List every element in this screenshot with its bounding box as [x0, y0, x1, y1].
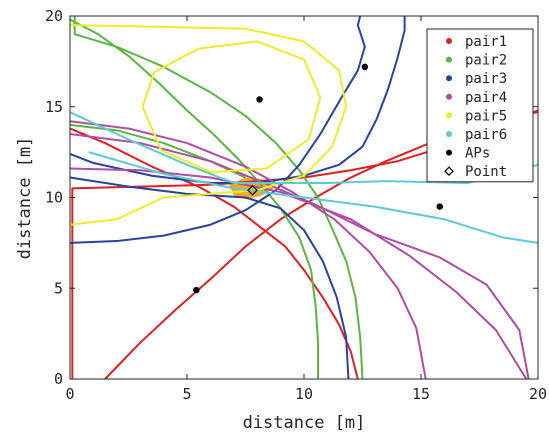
series-pair6-curve-2	[88, 151, 539, 244]
x-tick-label: 0	[65, 385, 74, 403]
y-tick-label: 0	[54, 370, 63, 388]
x-tick-label: 10	[295, 385, 313, 403]
legend-box	[426, 28, 534, 183]
markers	[193, 63, 443, 294]
axis-ticks: 0 5 10 15 20 0 5 10 15 20	[45, 7, 547, 403]
y-axis-label: distance [m]	[15, 137, 35, 260]
legend-marker-Point	[444, 166, 454, 177]
series-pair6-curve-1	[69, 111, 539, 184]
legend: pair1 pair2 pair3 pair4 pair5 pair6 APs Point	[426, 28, 534, 183]
legend-marker-APs	[446, 149, 452, 156]
x-tick-label: 15	[412, 385, 430, 403]
legend-label-pair3: pair3	[465, 71, 507, 87]
ap-marker-1	[256, 96, 263, 103]
series-pair3-curve-3	[69, 176, 350, 380]
series-pair5-curve-1	[69, 24, 348, 226]
legend-label-APs: APs	[465, 146, 490, 162]
x-tick-label: 20	[529, 385, 547, 403]
legend-label-Point: Point	[465, 164, 507, 180]
legend-label-pair1: pair1	[465, 34, 507, 50]
series-pair2-curve-1	[69, 18, 320, 379]
legend-marker-pair2	[446, 56, 452, 63]
legend-marker-pair3	[446, 75, 452, 82]
legend-label-pair6: pair6	[465, 127, 507, 143]
y-tick-label: 10	[45, 189, 63, 207]
legend-label-pair2: pair2	[465, 53, 507, 69]
series-pair2-curve-2	[73, 16, 364, 380]
series-pair3-curve-2	[69, 16, 406, 184]
series-pair5-curve-2	[141, 40, 322, 174]
y-tick-label: 5	[54, 279, 63, 297]
x-axis-label: distance [m]	[243, 413, 366, 433]
legend-label-pair5: pair5	[465, 108, 507, 124]
legend-marker-pair6	[446, 131, 452, 137]
series-pair1-curve-3	[69, 127, 359, 380]
y-tick-label: 20	[45, 7, 63, 25]
point-marker	[247, 184, 258, 196]
legend-marker-pair1	[446, 38, 452, 44]
series-curves	[69, 15, 539, 380]
ap-marker-2	[361, 63, 369, 71]
ap-marker-3	[193, 286, 200, 294]
series-pair3-curve-1	[69, 15, 366, 244]
series-pair4-curve-1	[69, 120, 427, 380]
series-pair4-curve-3	[69, 132, 530, 380]
ap-marker-4	[436, 203, 443, 210]
legend-marker-pair4	[446, 93, 452, 100]
y-tick-label: 15	[45, 98, 63, 116]
x-tick-label: 5	[182, 385, 191, 403]
legend-label-pair4: pair4	[465, 90, 507, 106]
series-pair4-curve-2	[69, 167, 528, 380]
legend-marker-pair5	[446, 112, 452, 119]
